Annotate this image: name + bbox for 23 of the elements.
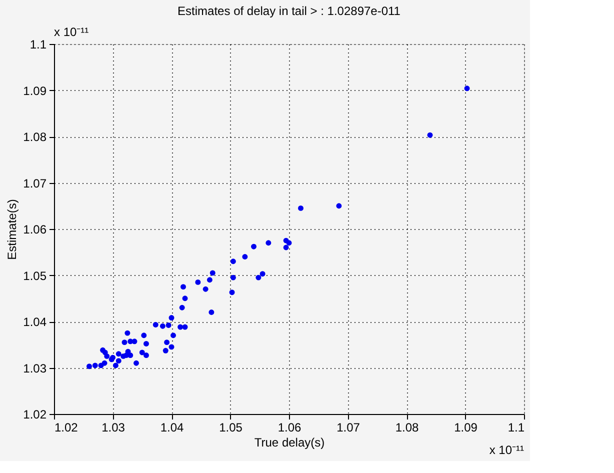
y-tick-label: 1.03	[23, 361, 47, 376]
x-tick-label: 1.06	[278, 420, 302, 434]
x-tick-label: 1.04	[160, 420, 184, 434]
x-axis-title: True delay(s)	[254, 436, 325, 450]
x-tick-label: 1.07	[336, 420, 360, 434]
text: x 10⁻¹¹	[489, 443, 524, 457]
x-tick-label: 1.09	[454, 420, 478, 434]
y-tick-label: 1.07	[23, 176, 47, 190]
y-tick-label: 1.04	[23, 315, 47, 329]
x-tick-label: 1.02	[54, 420, 78, 434]
x-tick-label: 1.05	[219, 420, 243, 434]
y-tick-label: 1.09	[23, 84, 47, 98]
y-tick-label: 1.06	[23, 222, 47, 236]
x-tick-label: 1.03	[102, 420, 126, 434]
text: x 10⁻¹¹	[54, 25, 89, 39]
y-tick-label: 1.08	[23, 130, 47, 144]
x-tick-label: 1.08	[395, 420, 419, 434]
x-tick-label: 1.1	[508, 420, 525, 434]
y-axis-title: Estimate(s)	[5, 199, 20, 260]
chart-title: Estimates of delay in tail > : 1.02897e-011	[178, 4, 401, 18]
y-tick-label: 1.05	[23, 268, 47, 283]
y-tick-label: 1.1	[30, 38, 47, 52]
y-tick-label: 1.02	[23, 408, 47, 422]
